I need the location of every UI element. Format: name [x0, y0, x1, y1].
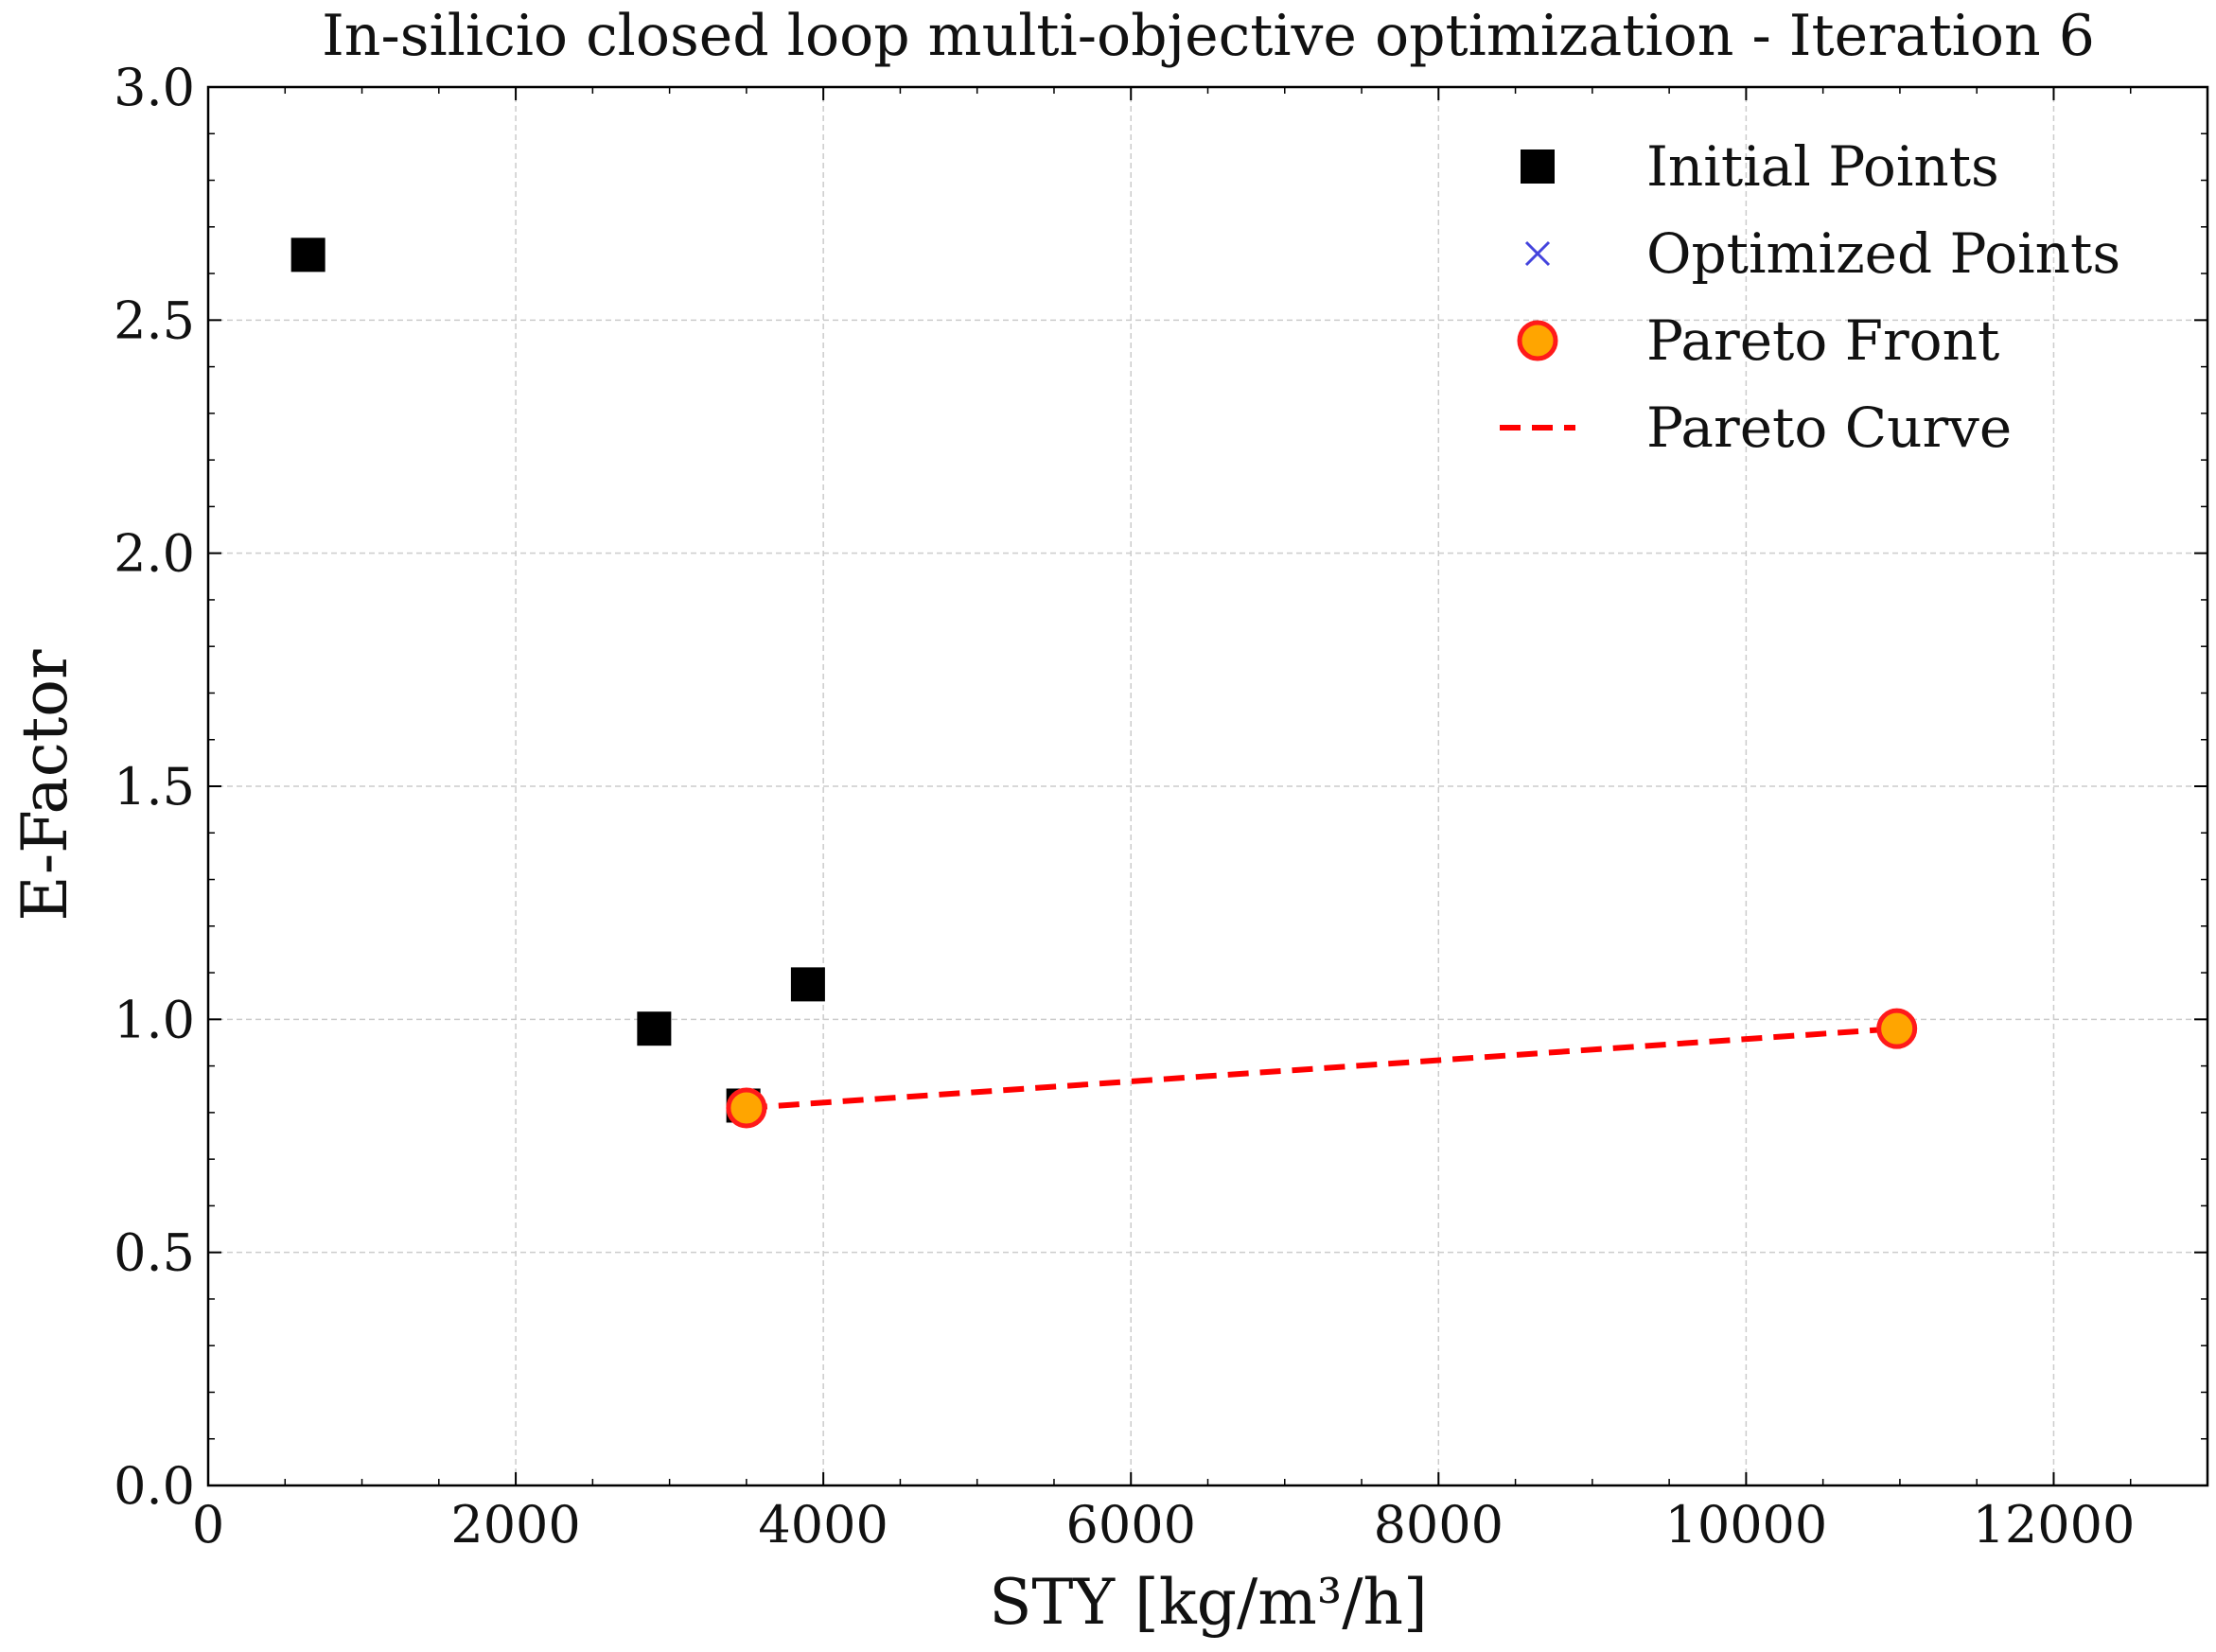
legend-marker [1524, 240, 1551, 267]
chart-title: In-silicio closed loop multi-objective o… [322, 3, 2095, 69]
legend-marker [1517, 320, 1558, 361]
x-tick-label: 12000 [1973, 1495, 2136, 1555]
initial-points-marker [637, 1011, 672, 1046]
x-axis-label: STY [kg/m³/h] [989, 1566, 1428, 1639]
axis-tick-labels: 0 2000 4000 6000 8000 10000 12000 0.0 0.5 1.0 1.5 2… [114, 58, 2135, 1555]
y-tick-label: 2.0 [114, 524, 195, 584]
plot-frame [206, 85, 2209, 1487]
legend-marker [1521, 149, 1555, 184]
grid [208, 87, 2207, 1485]
y-tick-label: 0.0 [114, 1456, 195, 1516]
initial-points-marker [790, 967, 825, 1002]
y-tick-label: 1.0 [114, 990, 195, 1049]
x-tick-label: 8000 [1374, 1495, 1504, 1555]
y-tick-label: 2.5 [114, 290, 195, 350]
legend-label: Optimized Points [1646, 221, 2120, 286]
legend: Initial Points Optimized Points Pareto Fro… [1500, 134, 2120, 460]
x-tick-label: 6000 [1066, 1495, 1196, 1555]
data-series [290, 237, 1918, 1129]
x-tick-label: 4000 [758, 1495, 888, 1555]
legend-marker-stroke [1524, 240, 1551, 267]
y-tick-label: 0.5 [114, 1223, 195, 1283]
pareto-front-marker [1876, 1008, 1918, 1049]
legend-label: Pareto Curve [1646, 395, 2012, 460]
x-tick-label: 10000 [1664, 1495, 1827, 1555]
legend-label: Pareto Front [1646, 308, 1999, 373]
y-tick-label: 3.0 [114, 58, 195, 117]
x-tick-label: 2000 [450, 1495, 580, 1555]
initial-points-marker [290, 237, 325, 272]
y-axis-label: E-Factor [9, 649, 81, 922]
y-tick-label: 1.5 [114, 757, 195, 817]
pareto-front-marker [726, 1087, 767, 1129]
legend-label: Initial Points [1646, 134, 1999, 199]
x-tick-label: 0 [192, 1495, 224, 1555]
